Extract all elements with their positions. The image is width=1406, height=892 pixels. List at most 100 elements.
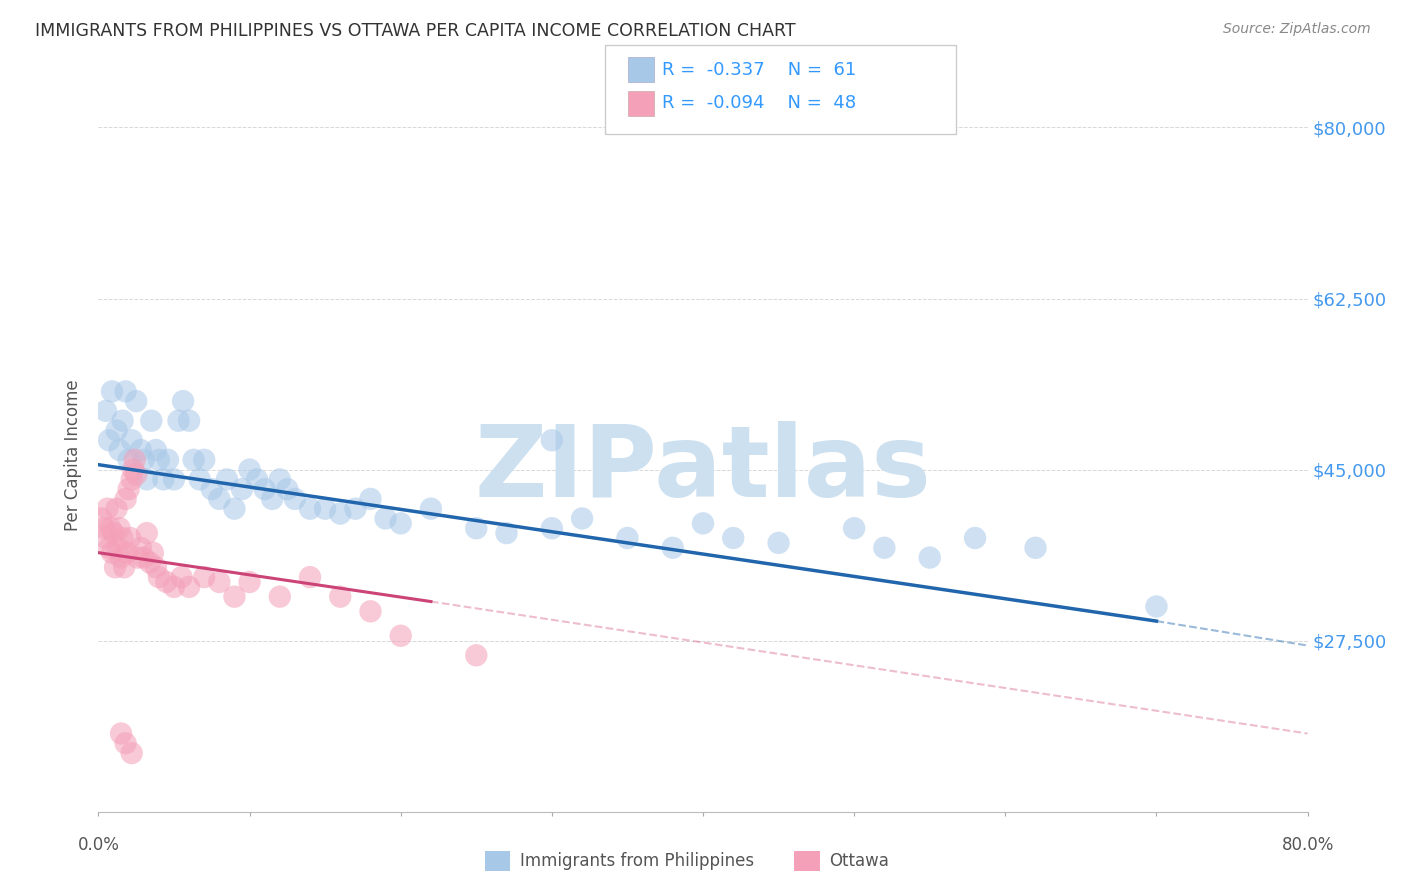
Point <box>110 550 132 565</box>
Point <box>94 404 117 418</box>
Point <box>231 482 253 496</box>
Point <box>121 434 143 448</box>
Point <box>124 452 146 467</box>
Point <box>141 414 163 428</box>
Point <box>299 570 322 584</box>
Point <box>114 736 136 750</box>
Point <box>114 384 136 399</box>
Point <box>111 531 134 545</box>
Y-axis label: Per Capita Income: Per Capita Income <box>65 379 83 531</box>
Point <box>125 394 148 409</box>
Point <box>167 414 190 428</box>
Point <box>389 516 412 531</box>
Point <box>132 452 155 467</box>
Point <box>374 511 396 525</box>
Point <box>121 746 143 760</box>
Point <box>148 452 170 467</box>
Text: Source: ZipAtlas.com: Source: ZipAtlas.com <box>1223 22 1371 37</box>
Point <box>183 452 205 467</box>
Point <box>844 521 866 535</box>
Text: ZIPatlas: ZIPatlas <box>475 421 931 517</box>
Point <box>125 467 148 482</box>
Point <box>193 452 215 467</box>
Point <box>179 414 201 428</box>
Point <box>239 462 262 476</box>
Point <box>269 472 291 486</box>
Text: Ottawa: Ottawa <box>830 852 890 870</box>
Point <box>135 526 157 541</box>
Point <box>163 472 186 486</box>
Point <box>145 443 167 458</box>
Point <box>495 526 517 541</box>
Point <box>224 590 246 604</box>
Point <box>142 546 165 560</box>
Point <box>873 541 896 555</box>
Point <box>360 491 382 506</box>
Point <box>208 491 231 506</box>
Point <box>104 560 127 574</box>
Point <box>224 501 246 516</box>
Point <box>918 550 941 565</box>
Point <box>239 574 262 589</box>
Point <box>193 570 215 584</box>
Point <box>132 550 155 565</box>
Point <box>121 472 143 486</box>
Point <box>129 541 152 555</box>
Point <box>98 541 121 555</box>
Point <box>540 521 562 535</box>
Point <box>420 501 443 516</box>
Point <box>172 394 194 409</box>
Point <box>107 541 129 555</box>
Point <box>152 472 174 486</box>
Point <box>96 501 118 516</box>
Text: R =  -0.094    N =  48: R = -0.094 N = 48 <box>662 95 856 112</box>
Point <box>108 521 131 535</box>
Point <box>170 570 193 584</box>
Point <box>723 531 745 545</box>
Point <box>111 414 134 428</box>
Point <box>329 590 352 604</box>
Point <box>100 521 122 535</box>
Point <box>90 511 112 525</box>
Point <box>768 536 790 550</box>
Point <box>129 443 152 458</box>
Point <box>284 491 307 506</box>
Point <box>215 472 238 486</box>
Point <box>465 521 488 535</box>
Point <box>139 556 162 570</box>
Point <box>662 541 685 555</box>
Text: Immigrants from Philippines: Immigrants from Philippines <box>520 852 755 870</box>
Point <box>135 472 157 486</box>
Point <box>571 511 593 525</box>
Point <box>108 443 131 458</box>
Point <box>389 629 412 643</box>
Point <box>1144 599 1167 614</box>
Point <box>122 462 145 476</box>
Point <box>112 560 135 574</box>
Point <box>616 531 638 545</box>
Point <box>179 580 201 594</box>
Point <box>105 424 128 438</box>
Point <box>93 521 115 535</box>
Point <box>163 580 186 594</box>
Point <box>246 472 269 486</box>
Point <box>208 574 231 589</box>
Point <box>98 434 121 448</box>
Point <box>188 472 211 486</box>
Point <box>1024 541 1046 555</box>
Point <box>118 452 141 467</box>
Point <box>114 491 136 506</box>
Point <box>269 590 291 604</box>
Point <box>115 546 138 560</box>
Point <box>692 516 714 531</box>
Point <box>145 560 167 574</box>
Point <box>262 491 284 506</box>
Point <box>540 434 562 448</box>
Point <box>465 648 488 663</box>
Point <box>94 531 117 545</box>
Point <box>299 501 322 516</box>
Point <box>110 726 132 740</box>
Text: IMMIGRANTS FROM PHILIPPINES VS OTTAWA PER CAPITA INCOME CORRELATION CHART: IMMIGRANTS FROM PHILIPPINES VS OTTAWA PE… <box>35 22 796 40</box>
Text: 80.0%: 80.0% <box>1281 836 1334 855</box>
Point <box>148 570 170 584</box>
